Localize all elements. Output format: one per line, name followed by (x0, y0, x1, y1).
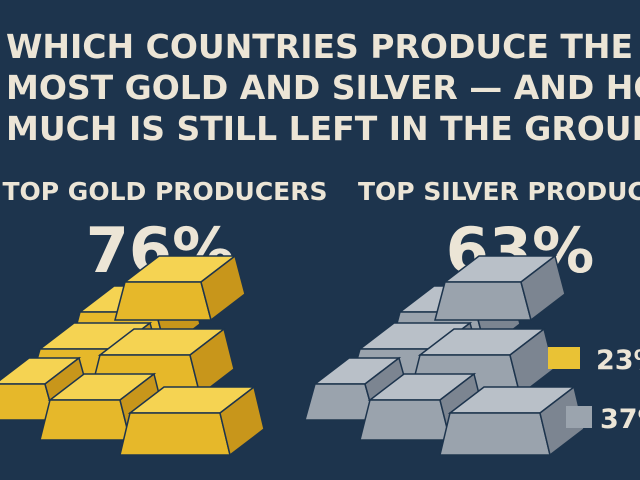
bar-face (509, 327, 555, 397)
legend-label: 37% (600, 404, 640, 435)
bar-face (189, 327, 235, 397)
bar-face (200, 254, 246, 322)
section-heading: TOP GOLD PRODUCERS (2, 177, 327, 206)
bar-face (539, 385, 585, 457)
legend-swatch (548, 347, 580, 369)
gold-bars (0, 254, 265, 457)
bar-face (304, 383, 376, 421)
title-line: MUCH IS STILL LEFT IN THE GROUND? (6, 109, 640, 148)
bar-face (114, 281, 212, 321)
title-line: WHICH COUNTRIES PRODUCE THE (6, 27, 633, 66)
title-line: MOST GOLD AND SILVER — AND HOW (6, 68, 640, 107)
bar-face (359, 399, 451, 441)
legend-swatch (566, 406, 592, 428)
bar-face (219, 385, 265, 457)
bar-face (39, 399, 131, 441)
bar-face (439, 412, 551, 456)
legend-label: 23% (596, 345, 640, 376)
section-heading: TOP SILVER PRODUCERS (358, 177, 640, 206)
bar-face (119, 412, 231, 456)
bar-face (434, 281, 532, 321)
silver-bars (304, 254, 585, 457)
bar-face (520, 254, 566, 322)
